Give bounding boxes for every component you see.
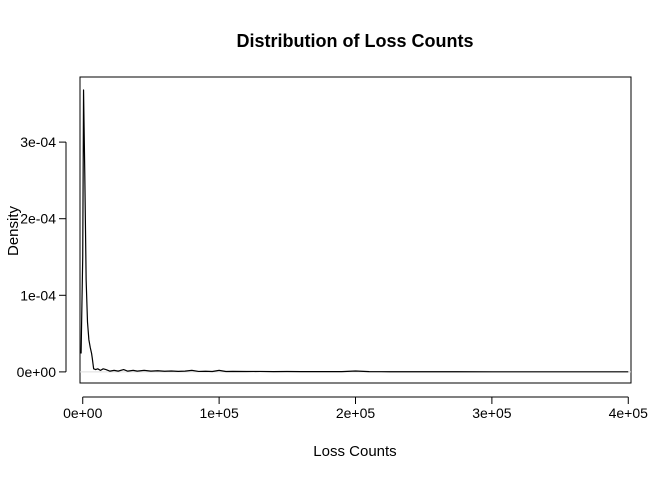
chart-title: Distribution of Loss Counts [237,31,474,51]
series-layer [80,89,629,373]
y-tick-label: 3e-04 [20,134,56,150]
y-axis: 0e+00 1e-04 2e-04 3e-04 [17,134,67,380]
x-tick-label: 1e+05 [199,405,239,421]
y-axis-label: Density [5,205,22,256]
x-tick-label: 2e+05 [336,405,376,421]
x-tick-label: 0e+00 [63,405,103,421]
y-tick-label: 2e-04 [20,211,56,227]
x-axis-label: Loss Counts [313,443,396,460]
y-tick-label: 1e-04 [20,287,56,303]
y-tick-label: 0e+00 [17,364,57,380]
x-axis: 0e+00 1e+05 2e+05 3e+05 4e+05 [63,396,649,421]
density-curve [80,89,629,373]
x-tick-label: 3e+05 [472,405,512,421]
x-tick-label: 4e+05 [609,405,649,421]
plot-frame [79,76,632,384]
